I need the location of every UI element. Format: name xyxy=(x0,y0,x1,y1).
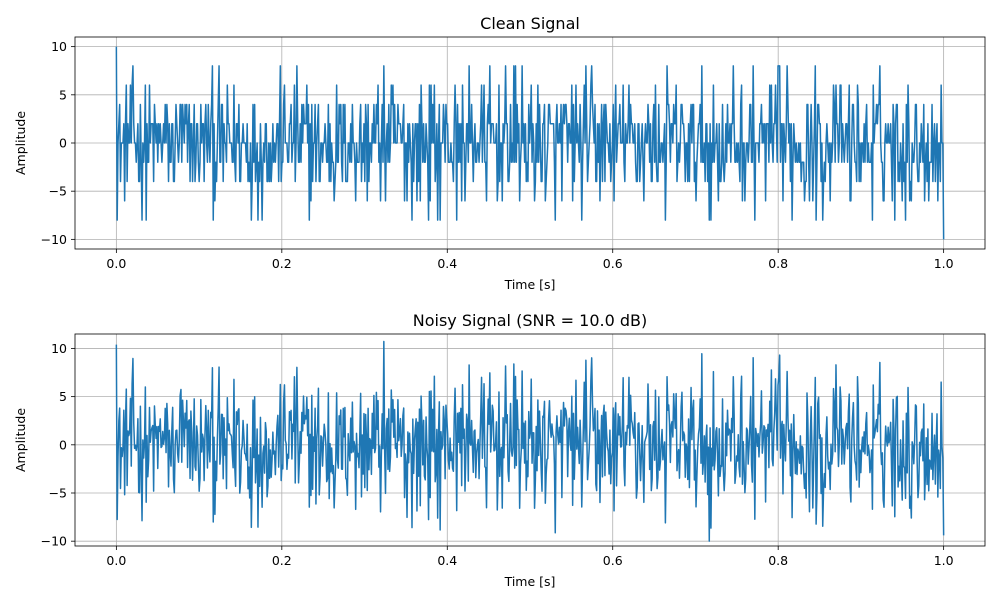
clean-signal-y-tick-label: 0 xyxy=(59,136,67,151)
clean-signal-x-tick-label: 1.0 xyxy=(934,256,954,271)
noisy-signal-y-ticks: 10 5 0 −5 −10 xyxy=(41,341,75,549)
noisy-signal-x-tick-label: 0.6 xyxy=(603,553,623,568)
noisy-signal-y-tick-label: −10 xyxy=(41,534,67,549)
clean-signal-x-tick-label: 0.0 xyxy=(106,256,126,271)
clean-signal-x-tick-label: 0.2 xyxy=(272,256,292,271)
noisy-signal-y-label: Amplitude xyxy=(13,408,28,472)
clean-signal-y-tick-label: 10 xyxy=(51,39,67,54)
clean-signal-x-tick-label: 0.4 xyxy=(437,256,457,271)
clean-signal-x-label: Time [s] xyxy=(504,277,556,292)
noisy-signal-series xyxy=(115,340,945,542)
noisy-signal-y-tick-label: 5 xyxy=(59,389,67,404)
noisy-signal-x-tick-label: 1.0 xyxy=(934,553,954,568)
clean-signal-series-line xyxy=(115,46,945,240)
clean-signal-y-tick-label: −5 xyxy=(49,184,67,199)
clean-signal-y-label: Amplitude xyxy=(13,111,28,175)
clean-signal-y-tick-label: −10 xyxy=(41,232,67,247)
noisy-signal-x-ticks: 0.0 0.2 0.4 0.6 0.8 1.0 xyxy=(106,546,954,568)
clean-signal-x-tick-label: 0.6 xyxy=(603,256,623,271)
noisy-signal-y-tick-label: −5 xyxy=(49,486,67,501)
noisy-signal-x-tick-label: 0.0 xyxy=(106,553,126,568)
clean-signal-plot: 0.0 0.2 0.4 0.6 0.8 1.0 10 5 0 −5 −10 Clean Signa… xyxy=(13,14,986,292)
noisy-signal-y-tick-label: 10 xyxy=(51,341,67,356)
noisy-signal-plot: 0.0 0.2 0.4 0.6 0.8 1.0 10 5 0 −5 −10 Noisy Signa… xyxy=(13,311,986,589)
noisy-signal-y-tick-label: 0 xyxy=(59,437,67,452)
clean-signal-x-tick-label: 0.8 xyxy=(768,256,788,271)
noisy-signal-title: Noisy Signal (SNR = 10.0 dB) xyxy=(413,311,647,330)
clean-signal-y-ticks: 10 5 0 −5 −10 xyxy=(41,39,75,247)
noisy-signal-axes-frame xyxy=(74,333,986,547)
clean-signal-y-tick-label: 5 xyxy=(59,87,67,102)
clean-signal-title: Clean Signal xyxy=(480,14,580,33)
noisy-signal-x-tick-label: 0.8 xyxy=(768,553,788,568)
noisy-signal-x-tick-label: 0.2 xyxy=(272,553,292,568)
noisy-signal-x-label: Time [s] xyxy=(504,574,556,589)
clean-signal-series xyxy=(115,46,945,240)
clean-signal-x-ticks: 0.0 0.2 0.4 0.6 0.8 1.0 xyxy=(106,249,954,271)
noisy-signal-x-tick-label: 0.4 xyxy=(437,553,457,568)
noisy-signal-series-line xyxy=(115,340,945,542)
